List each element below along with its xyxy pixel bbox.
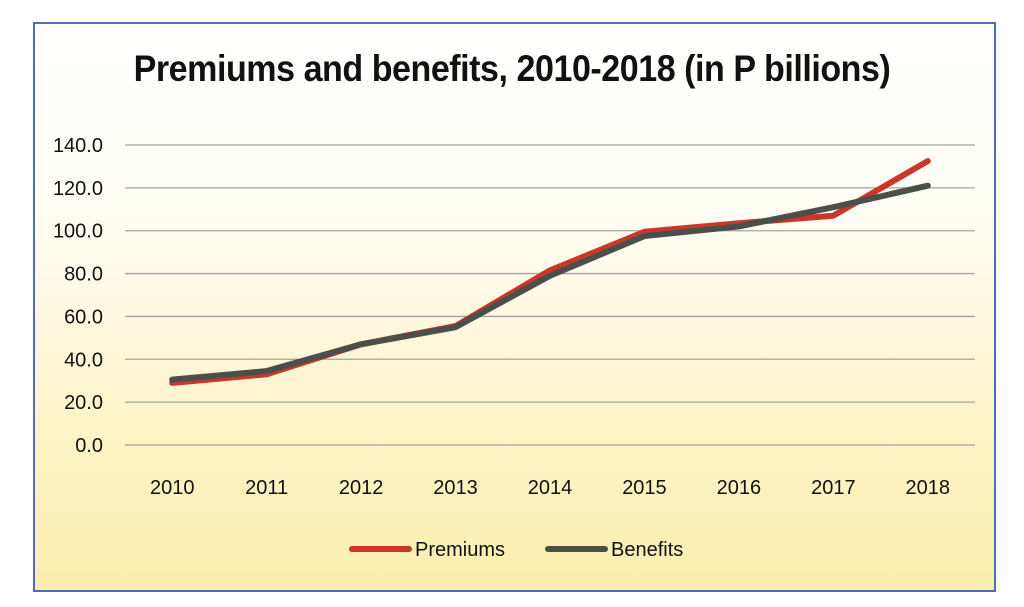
legend: Premiums Benefits [349,539,683,561]
chart-frame [33,22,996,592]
x-tick-label: 2010 [150,477,195,499]
legend-label-benefits: Benefits [611,539,683,561]
x-tick-label: 2016 [717,477,762,499]
data-point-benefits [643,235,645,237]
y-tick-label: 20.0 [64,392,103,414]
data-point-premiums [643,231,645,233]
y-axis-tick-labels: 0.0 20.0 40.0 60.0 80.0 100.0 120.0 140.0 [53,135,103,457]
y-tick-label: 120.0 [53,178,103,200]
y-tick-label: 0.0 [75,435,103,457]
data-point-benefits [738,225,740,227]
y-tick-label: 100.0 [53,221,103,243]
x-tick-label: 2018 [906,477,951,499]
x-tick-label: 2014 [528,477,573,499]
x-tick-label: 2011 [245,477,288,499]
x-tick-label: 2017 [811,477,856,499]
data-point-premiums [549,269,551,271]
data-point-benefits [927,185,929,187]
data-point-benefits [360,343,362,345]
x-tick-label: 2013 [433,477,478,499]
data-point-premiums [832,215,834,217]
data-point-benefits [832,206,834,208]
series-lines [169,158,931,386]
data-point-premiums [927,160,929,162]
y-tick-label: 40.0 [64,349,103,371]
series-line-premiums [169,158,931,386]
x-tick-label: 2015 [622,477,667,499]
data-point-benefits [171,379,173,381]
data-point-benefits [266,370,268,372]
data-point-benefits [455,326,457,328]
x-axis-tick-labels: 2010 2011 2012 2013 2014 2015 2016 2017 2018 [150,477,950,499]
gridlines [125,144,975,446]
x-tick-label: 2012 [339,477,384,499]
chart-title: Premiums and benefits, 2010-2018 (in P b… [133,48,891,89]
y-tick-label: 60.0 [64,306,103,328]
legend-label-premiums: Premiums [415,539,505,561]
y-tick-label: 140.0 [53,135,103,157]
y-tick-label: 80.0 [64,264,103,286]
data-point-benefits [549,275,551,277]
